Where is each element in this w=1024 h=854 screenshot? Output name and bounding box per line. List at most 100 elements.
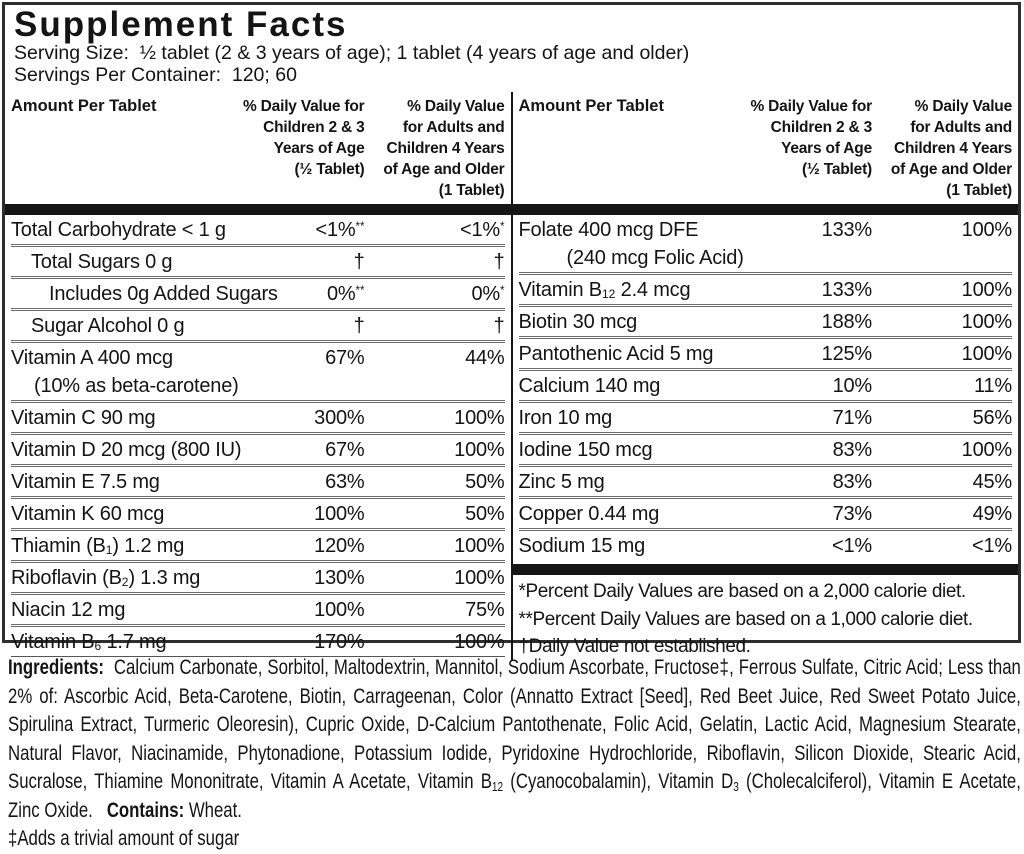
table-row: Vitamin D 20 mcg (800 IU) 67% 100% (11, 432, 505, 464)
nutrient-name: Total Carbohydrate < 1 g (11, 218, 226, 241)
table-row: Biotin 30 mcg 188% 100% (518, 304, 1012, 336)
sugar-footnote: ‡Adds a trivial amount of sugar (8, 827, 240, 850)
dv-adults-value: 50% (465, 502, 505, 525)
ingredients-text: Ingredients: Calcium Carbonate, Sorbitol… (8, 656, 1021, 822)
table-row: Calcium 140 mg 10% 11% (518, 368, 1012, 400)
table-row: Thiamin (B1) 1.2 mg 120% 100% (11, 528, 505, 560)
ingredients-section: Ingredients: Calcium Carbonate, Sorbitol… (8, 654, 1021, 854)
footnote-1000-calorie: **Percent Daily Values are based on a 1,… (518, 608, 974, 630)
column-header-right: Amount Per Tablet % Daily Value for Chil… (519, 92, 1013, 204)
amount-per-tablet-heading: Amount Per Tablet (11, 97, 157, 115)
dv-children-value: 83% (832, 438, 873, 461)
separator-bar-header-left (5, 204, 511, 215)
table-row: Copper 0.44 mg 73% 49% (518, 496, 1013, 528)
dv-adults-heading: % Daily Value for Adults and Children 4 … (890, 98, 1012, 199)
table-row: Sodium 15 mg <1% <1% (518, 528, 1012, 560)
dv-children-value: 130% (314, 566, 365, 589)
dv-children-value: 300% (314, 406, 365, 429)
footnotes-block: *Percent Daily Values are based on a 2,0… (519, 576, 1013, 661)
dv-adults-value: 11% (974, 374, 1012, 397)
dv-children-value: 67% (325, 438, 365, 461)
facts-column-left: Amount Per Tablet % Daily Value for Chil… (5, 92, 513, 661)
dv-children-heading: % Daily Value for Children 2 & 3 Years o… (242, 98, 365, 178)
table-row: Folate 400 mcg DFE (240 mcg Folic Acid) … (519, 215, 1013, 272)
dv-children-value: 73% (832, 502, 873, 525)
dv-children-value: 170% (314, 630, 365, 653)
dv-adults-value: † (493, 250, 505, 273)
nutrient-name-line2: (10% as beta-carotene) (34, 374, 239, 397)
dv-children-value: 133% (821, 218, 873, 241)
column-header-left: Amount Per Tablet % Daily Value for Chil… (11, 92, 505, 204)
nutrient-name: Thiamin (B1) 1.2 mg (11, 534, 185, 558)
nutrient-rows-left: Total Carbohydrate < 1 g <1%** <1%* Tota… (11, 215, 505, 657)
nutrient-name: Vitamin D 20 mcg (800 IU) (11, 438, 242, 461)
panel-header: Supplement Facts Serving Size: ½ tablet … (5, 5, 1018, 86)
nutrient-name: Copper 0.44 mg (518, 502, 660, 525)
dv-children-value: 67% (325, 346, 365, 369)
table-row: Total Carbohydrate < 1 g <1%** <1%* (11, 215, 505, 244)
table-row: Total Sugars 0 g † † (11, 244, 505, 276)
dv-children-value: † (353, 250, 365, 273)
dv-adults-value: 44% (465, 346, 505, 369)
nutrient-name: Calcium 140 mg (518, 374, 661, 397)
dv-adults-value: 100% (454, 438, 505, 461)
table-row: Niacin 12 mg 100% 75% (11, 592, 505, 624)
dv-adults-value: 56% (972, 406, 1013, 429)
facts-columns: Amount Per Tablet % Daily Value for Chil… (5, 92, 1018, 661)
dv-adults-value: 0%* (471, 282, 505, 305)
nutrient-name: Sugar Alcohol 0 g (31, 314, 185, 337)
nutrient-name: Vitamin A 400 mcg (10% as beta-carotene) (11, 344, 285, 400)
dv-adults-value: 49% (972, 502, 1013, 525)
dv-adults-value: 100% (961, 342, 1013, 365)
nutrient-name: Iodine 150 mcg (518, 438, 653, 461)
dv-adults-heading: % Daily Value for Adults and Children 4 … (383, 98, 505, 199)
dv-adults-value: <1%* (459, 218, 505, 241)
nutrient-name: Pantothenic Acid 5 mg (518, 342, 714, 365)
dv-children-value: 120% (314, 534, 365, 557)
table-row: Zinc 5 mg 83% 45% (518, 464, 1013, 496)
dv-children-value: 10% (832, 374, 873, 397)
dv-children-value: <1%** (315, 218, 365, 241)
nutrient-name: Folate 400 mcg DFE (240 mcg Folic Acid) (519, 216, 793, 272)
dv-children-value: 71% (832, 406, 873, 429)
dv-children-value: 83% (832, 470, 873, 493)
dv-adults-value: 100% (961, 438, 1013, 461)
nutrient-name: Vitamin E 7.5 mg (11, 470, 160, 493)
dv-adults-value: <1% (972, 534, 1012, 557)
dv-children-value: 63% (325, 470, 365, 493)
dv-adults-value: 100% (961, 278, 1013, 301)
dv-adults-value: † (493, 314, 505, 337)
dv-children-heading: % Daily Value for Children 2 & 3 Years o… (750, 98, 872, 178)
dv-adults-value: 100% (454, 534, 505, 557)
dv-adults-value: 100% (454, 630, 505, 653)
table-row: Riboflavin (B2) 1.3 mg 130% 100% (11, 560, 505, 592)
table-row: Iodine 150 mcg 83% 100% (518, 432, 1013, 464)
serving-size-line: Serving Size: ½ tablet (2 & 3 years of a… (14, 42, 690, 64)
dv-children-value: 100% (314, 598, 365, 621)
dv-children-value: 0%** (326, 282, 365, 305)
table-row: Iron 10 mg 71% 56% (518, 400, 1013, 432)
table-row: Vitamin B6 1.7 mg 170% 100% (11, 624, 505, 656)
supplement-facts-panel: Supplement Facts Serving Size: ½ tablet … (2, 2, 1021, 661)
footnote-daily-value: †Daily Value not established. (518, 636, 751, 657)
nutrient-name: Sodium 15 mg (518, 534, 646, 557)
nutrient-name: Iron 10 mg (518, 406, 613, 429)
table-row: Includes 0g Added Sugars 0%** 0%* (11, 276, 505, 308)
nutrient-name: Total Sugars 0 g (31, 250, 173, 273)
table-row: Vitamin E 7.5 mg 63% 50% (11, 464, 505, 496)
table-row: Pantothenic Acid 5 mg 125% 100% (518, 336, 1013, 368)
dv-adults-value: 45% (972, 470, 1013, 493)
dv-adults-value: 100% (454, 406, 505, 429)
dv-adults-value: 100% (961, 218, 1013, 241)
footnote-2000-calorie: *Percent Daily Values are based on a 2,0… (518, 581, 967, 602)
nutrient-name: Riboflavin (B2) 1.3 mg (11, 566, 201, 590)
nutrient-name: Includes 0g Added Sugars (49, 282, 278, 305)
dv-adults-value: 75% (465, 598, 505, 621)
dv-children-value: 133% (821, 278, 873, 301)
table-row: Vitamin A 400 mcg (10% as beta-carotene)… (11, 340, 505, 400)
nutrient-name: Niacin 12 mg (11, 598, 126, 621)
nutrient-name: Vitamin B6 1.7 mg (11, 630, 167, 654)
panel-title: Supplement Facts (14, 5, 348, 44)
nutrient-name: Vitamin B12 2.4 mcg (518, 278, 691, 302)
nutrient-rows-right: Folate 400 mcg DFE (240 mcg Folic Acid) … (518, 215, 1013, 560)
